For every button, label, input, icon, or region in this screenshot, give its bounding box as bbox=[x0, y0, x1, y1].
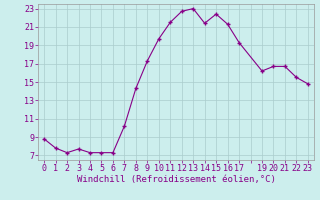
X-axis label: Windchill (Refroidissement éolien,°C): Windchill (Refroidissement éolien,°C) bbox=[76, 175, 276, 184]
